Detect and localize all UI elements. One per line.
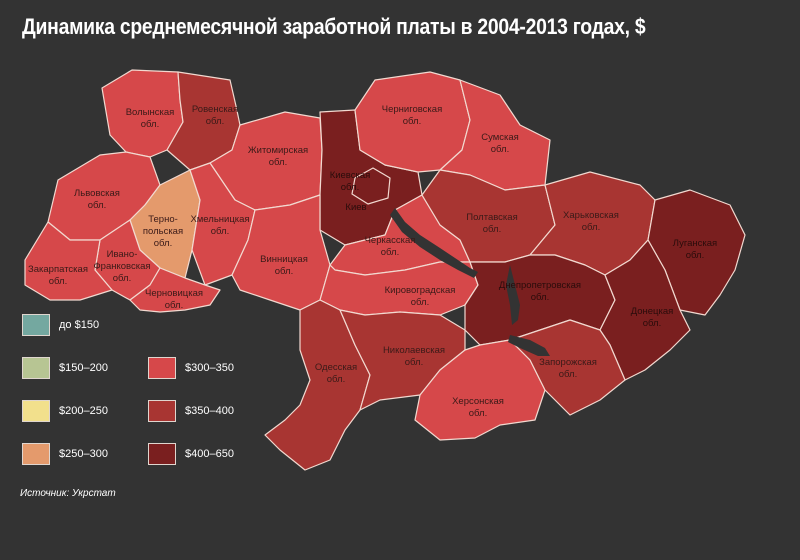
label-zhytomyr: Житомирская обл. [248, 145, 308, 168]
source-note: Источник: Укрстат [20, 488, 116, 499]
label-chernivtsi: Черновицкая обл. [145, 288, 203, 311]
legend-label: $250–300 [59, 448, 108, 460]
legend-swatch [22, 443, 50, 465]
label-sumy: Сумская обл. [481, 132, 519, 155]
label-donetsk: Донецкая обл. [631, 306, 674, 329]
legend-label: $350–400 [185, 405, 234, 417]
label-lviv: Львовская обл. [74, 188, 120, 211]
label-kirovohrad: Кировоградская обл. [385, 285, 456, 308]
legend-label: $400–650 [185, 448, 234, 460]
label-dnipro: Днепропетровская обл. [499, 280, 581, 303]
label-kyiv-obl: Киевская обл. [330, 170, 371, 193]
legend-item-250-300: $250–300 [22, 443, 108, 465]
legend-label: до $150 [59, 319, 100, 331]
legend-item-under-150: до $150 [22, 314, 99, 336]
legend-label: $150–200 [59, 362, 108, 374]
legend-label: $300–350 [185, 362, 234, 374]
region-zaporizhzhia[interactable] [509, 319, 626, 416]
region-chernivtsi[interactable] [129, 267, 221, 313]
label-odesa: Одесская обл. [315, 362, 357, 385]
label-zaporizhzhia: Запорожская обл. [539, 357, 597, 380]
label-kharkiv: Харьковская обл. [563, 210, 619, 233]
legend-swatch [22, 314, 50, 336]
legend-item-300-350: $300–350 [148, 357, 234, 379]
label-khmelnytskyi: Хмельницкая обл. [190, 214, 249, 237]
label-poltava: Полтавская обл. [466, 212, 517, 235]
legend-swatch [148, 400, 176, 422]
legend-swatch [148, 357, 176, 379]
label-mykolaiv: Николаевская обл. [383, 345, 445, 368]
dnieper-river [390, 208, 478, 278]
region-kyiv[interactable] [351, 167, 391, 205]
label-ternopil: Терно-польская обл. [143, 214, 183, 249]
label-luhansk: Луганская обл. [673, 238, 717, 261]
label-kherson: Херсонская обл. [452, 396, 504, 419]
label-chernihiv: Черниговская обл. [382, 104, 442, 127]
region-zakarpattia[interactable] [24, 221, 113, 301]
label-vinnytsia: Винницкая обл. [260, 254, 308, 277]
zaporizhzhia-river [506, 265, 520, 325]
legend-swatch [22, 357, 50, 379]
legend-item-400-650: $400–650 [148, 443, 234, 465]
kakhovka-reservoir [508, 335, 550, 356]
legend-swatch [22, 400, 50, 422]
legend-item-200-250: $200–250 [22, 400, 108, 422]
label-volyn: Волынская обл. [126, 107, 175, 130]
legend-swatch [148, 443, 176, 465]
label-ivano: Ивано-Франковская обл. [93, 249, 150, 284]
label-kyiv: Киев [345, 202, 366, 213]
legend-label: $200–250 [59, 405, 108, 417]
legend-item-350-400: $350–400 [148, 400, 234, 422]
label-zakarpattia: Закарпатская обл. [28, 264, 88, 287]
label-cherkasy: Черкасская обл. [365, 235, 416, 258]
map-title: Динамика среднемесячной заработной платы… [22, 14, 646, 39]
label-rivne: Ровенская обл. [192, 104, 238, 127]
legend-item-150-200: $150–200 [22, 357, 108, 379]
